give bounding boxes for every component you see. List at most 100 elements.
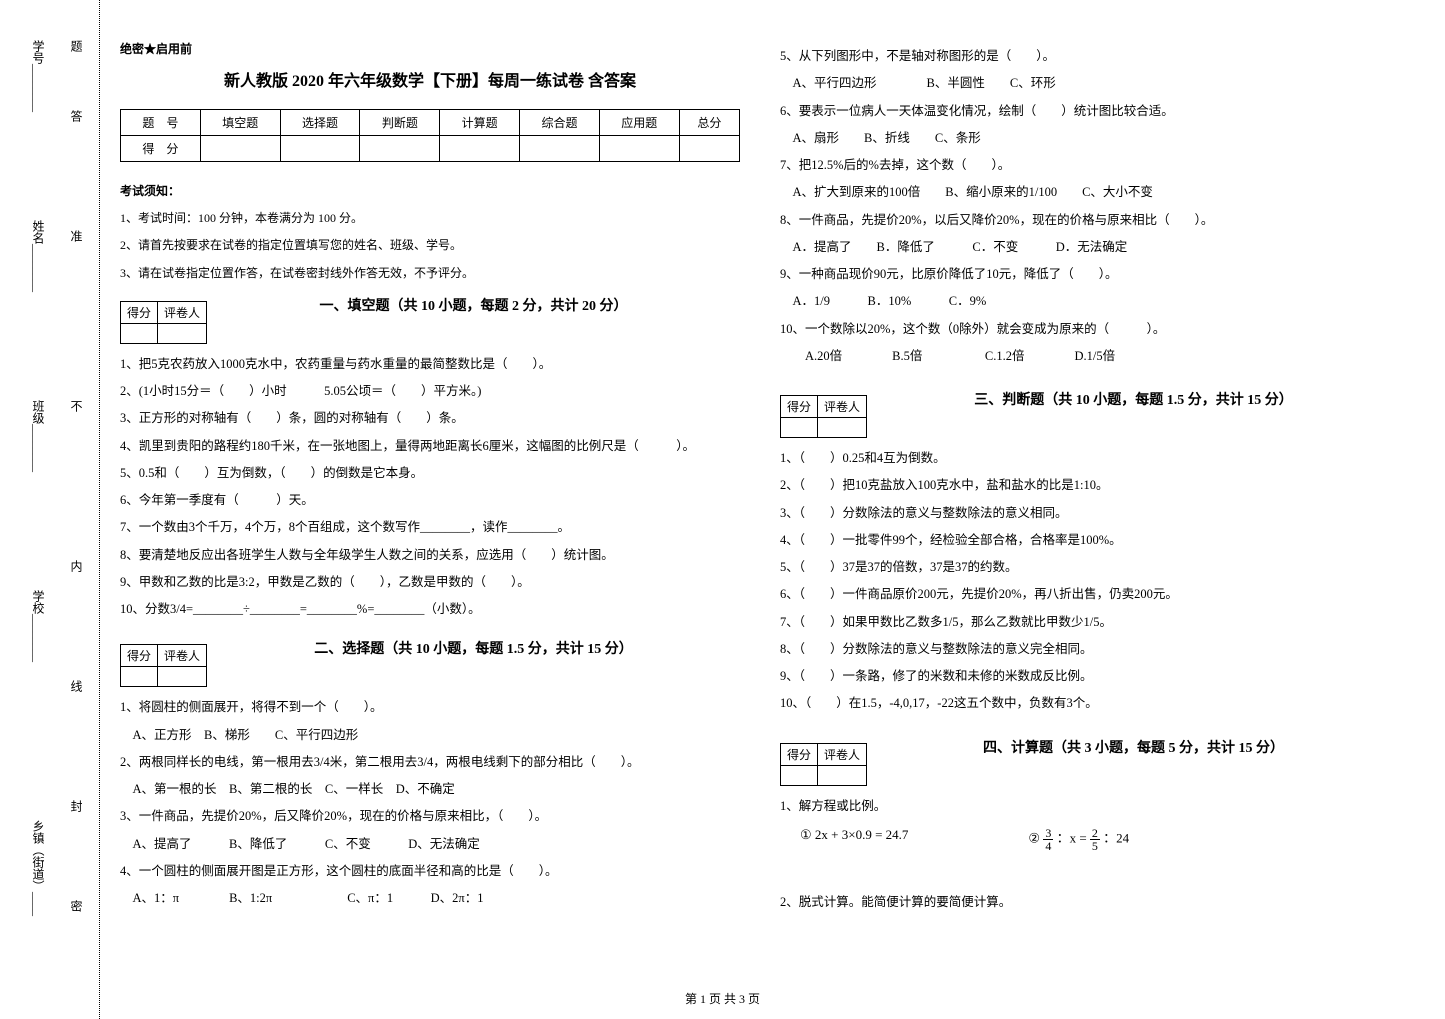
binding-label-4: 学校________ (30, 590, 47, 662)
q2-5-opts: A、平行四边形 B、半圆性 C、环形 (780, 73, 1400, 94)
scorebox-cell (158, 667, 207, 687)
score-row-label: 得 分 (121, 136, 201, 162)
q2-2: 2、两根同样长的电线，第一根用去3/4米，第二根用去3/4，两根电线剩下的部分相… (120, 752, 740, 773)
section-scorebox-1: 得分评卷人 (120, 301, 207, 344)
q3-3: 3、（ ）分数除法的意义与整数除法的意义相同。 (780, 503, 1400, 524)
eq2-frac1: 34 (1043, 827, 1053, 852)
q1-6: 6、今年第一季度有（ ）天。 (120, 490, 740, 511)
q2-5: 5、从下列图形中，不是轴对称图形的是（ ）。 (780, 46, 1400, 67)
q3-1: 1、（ ）0.25和4互为倒数。 (780, 448, 1400, 469)
q2-7: 7、把12.5%后的%去掉，这个数（ ）。 (780, 155, 1400, 176)
seal-char-6: 线 (68, 680, 85, 692)
section-scorebox-3: 得分评卷人 (780, 395, 867, 438)
score-col-4: 计算题 (440, 110, 520, 136)
score-col-6: 应用题 (599, 110, 679, 136)
q1-3: 3、正方形的对称轴有（ ）条，圆的对称轴有（ ）条。 (120, 408, 740, 429)
exam-title: 新人教版 2020 年六年级数学【下册】每周一练试卷 含答案 (120, 67, 740, 91)
scorebox-grader: 评卷人 (158, 645, 207, 667)
q2-6: 6、要表示一位病人一天体温变化情况，绘制（ ）统计图比较合适。 (780, 101, 1400, 122)
q2-2-opts: A、第一根的长 B、第二根的长 C、一样长 D、不确定 (120, 779, 740, 800)
eq1-body: 2x + 3×0.9 = 24.7 (815, 827, 909, 842)
notice-item-1: 1、考试时间：100 分钟，本卷满分为 100 分。 (120, 209, 740, 228)
scorebox-score: 得分 (121, 645, 158, 667)
score-cell (360, 136, 440, 162)
q3-6: 6、（ ）一件商品原价200元，先提价20%，再八折出售，仍卖200元。 (780, 584, 1400, 605)
secret-label: 绝密★启用前 (120, 40, 740, 57)
q2-10: 10、一个数除以20%，这个数（0除外）就会变成为原来的（ ）。 (780, 319, 1400, 340)
q2-6-opts: A、扇形 B、折线 C、条形 (780, 128, 1400, 149)
score-col-2: 选择题 (280, 110, 360, 136)
binding-label-1: 学号________ (30, 40, 47, 112)
q1-10: 10、分数3/4=________÷________=________%=___… (120, 599, 740, 620)
notice-item-3: 3、请在试卷指定位置作答，在试卷密封线外作答无效，不予评分。 (120, 264, 740, 283)
q2-1-opts: A、正方形 B、梯形 C、平行四边形 (120, 725, 740, 746)
q2-8: 8、一件商品，先提价20%，以后又降价20%，现在的价格与原来相比（ ）。 (780, 210, 1400, 231)
q2-3: 3、一件商品，先提价20%，后又降价20%，现在的价格与原来相比，（ ）。 (120, 806, 740, 827)
section-1-title: 一、填空题（共 10 小题，每题 2 分，共计 20 分） (207, 295, 740, 315)
eq2-mid: ：x = (1057, 830, 1087, 845)
equation-2: ② 34 ：x = 25 ：24 (1028, 827, 1129, 852)
eq1-label: ① (800, 827, 812, 842)
section-3-questions: 1、（ ）0.25和4互为倒数。 2、（ ）把10克盐放入100克水中，盐和盐水… (780, 448, 1400, 715)
score-cell (679, 136, 739, 162)
notice-item-2: 2、请首先按要求在试卷的指定位置填写您的姓名、班级、学号。 (120, 236, 740, 255)
section-4-questions: 1、解方程或比例。 ① 2x + 3×0.9 = 24.7 ② 34 ：x = … (780, 796, 1400, 914)
section-2-questions-right: 5、从下列图形中，不是轴对称图形的是（ ）。 A、平行四边形 B、半圆性 C、环… (780, 46, 1400, 367)
equation-1: ① 2x + 3×0.9 = 24.7 (800, 827, 908, 852)
eq2-label: ② (1028, 830, 1040, 845)
binding-margin: 学号________ 姓名________ 班级________ 学校_____… (0, 0, 100, 1019)
scorebox-cell (121, 323, 158, 343)
right-column: 5、从下列图形中，不是轴对称图形的是（ ）。 A、平行四边形 B、半圆性 C、环… (780, 40, 1400, 919)
section-2-questions-left: 1、将圆柱的侧面展开，将得不到一个（ ）。 A、正方形 B、梯形 C、平行四边形… (120, 697, 740, 909)
q3-10: 10、（ ）在1.5，-4,0,17，-22这五个数中，负数有3个。 (780, 693, 1400, 714)
notice-header: 考试须知： (120, 182, 740, 201)
q1-4: 4、凯里到贵阳的路程约180千米，在一张地图上，量得两地距离长6厘米，这幅图的比… (120, 436, 740, 457)
scorebox-cell (158, 323, 207, 343)
q4-2: 2、脱式计算。能简便计算的要简便计算。 (780, 892, 1400, 913)
seal-char-1: 题 (68, 40, 85, 52)
q2-9: 9、一种商品现价90元，比原价降低了10元，降低了（ ）。 (780, 264, 1400, 285)
score-cell (520, 136, 600, 162)
section-4-title: 四、计算题（共 3 小题，每题 5 分，共计 15 分） (867, 737, 1400, 757)
q1-2: 2、(1小时15分＝（ ）小时 5.05公顷＝（ ）平方米。) (120, 381, 740, 402)
scorebox-cell (818, 765, 867, 785)
scorebox-score: 得分 (121, 301, 158, 323)
scorebox-cell (781, 418, 818, 438)
scorebox-grader: 评卷人 (818, 396, 867, 418)
page-content: 绝密★启用前 新人教版 2020 年六年级数学【下册】每周一练试卷 含答案 题 … (120, 40, 1420, 919)
seal-char-8: 密 (68, 900, 85, 912)
q1-7: 7、一个数由3个千万，4个万，8个百组成，这个数写作________，读作___… (120, 517, 740, 538)
q2-4: 4、一个圆柱的侧面展开图是正方形，这个圆柱的底面半径和高的比是（ ）。 (120, 861, 740, 882)
section-scorebox-2: 得分评卷人 (120, 644, 207, 687)
q1-5: 5、0.5和（ ）互为倒数，（ ）的倒数是它本身。 (120, 463, 740, 484)
binding-label-5: 乡镇（街道）____ (30, 820, 47, 916)
section-scorebox-4: 得分评卷人 (780, 743, 867, 786)
score-cell (280, 136, 360, 162)
q4-1-intro: 1、解方程或比例。 (780, 796, 1400, 817)
scorebox-grader: 评卷人 (818, 743, 867, 765)
seal-char-7: 封 (68, 800, 85, 812)
score-col-3: 判断题 (360, 110, 440, 136)
q1-9: 9、甲数和乙数的比是3:2，甲数是乙数的（ ），乙数是甲数的（ ）。 (120, 572, 740, 593)
scorebox-grader: 评卷人 (158, 301, 207, 323)
seal-char-3: 准 (68, 230, 85, 242)
scorebox-cell (121, 667, 158, 687)
scorebox-score: 得分 (781, 396, 818, 418)
score-cell (440, 136, 520, 162)
q3-8: 8、（ ）分数除法的意义与整数除法的意义完全相同。 (780, 639, 1400, 660)
seal-char-5: 内 (68, 560, 85, 572)
score-cell (200, 136, 280, 162)
seal-char-2: 答 (68, 110, 85, 122)
q3-9: 9、（ ）一条路，修了的米数和未修的米数成反比例。 (780, 666, 1400, 687)
score-col-7: 总分 (679, 110, 739, 136)
binding-label-2: 姓名________ (30, 220, 47, 292)
equation-row: ① 2x + 3×0.9 = 24.7 ② 34 ：x = 25 ：24 (780, 827, 1400, 852)
q1-8: 8、要清楚地反应出各班学生人数与全年级学生人数之间的关系，应选用（ ）统计图。 (120, 545, 740, 566)
scorebox-cell (818, 418, 867, 438)
q3-7: 7、（ ）如果甲数比乙数多1/5，那么乙数就比甲数少1/5。 (780, 612, 1400, 633)
q3-4: 4、（ ）一批零件99个，经检验全部合格，合格率是100%。 (780, 530, 1400, 551)
exam-notice: 考试须知： 1、考试时间：100 分钟，本卷满分为 100 分。 2、请首先按要… (120, 182, 740, 283)
q2-8-opts: A．提高了 B．降低了 C．不变 D．无法确定 (780, 237, 1400, 258)
section-2-title: 二、选择题（共 10 小题，每题 1.5 分，共计 15 分） (207, 638, 740, 658)
q2-7-opts: A、扩大到原来的100倍 B、缩小原来的1/100 C、大小不变 (780, 182, 1400, 203)
